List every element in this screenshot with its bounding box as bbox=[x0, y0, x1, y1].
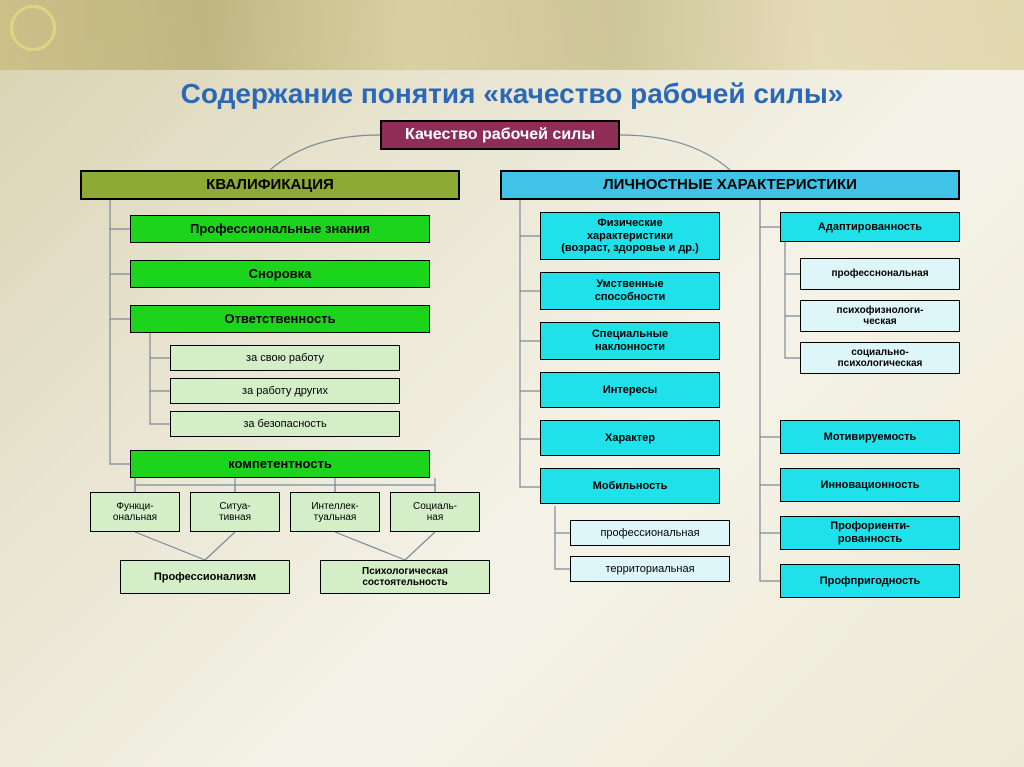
right-col1: Интересы bbox=[540, 372, 720, 408]
phys-char: Физические характеристики (возраст, здор… bbox=[540, 212, 720, 260]
adapt-header: Адаптированность bbox=[780, 212, 960, 242]
mob-sub: территориальная bbox=[570, 556, 730, 582]
mob-sub: профессиональная bbox=[570, 520, 730, 546]
root-node: Качество рабочей силы bbox=[380, 120, 620, 150]
personal-header: ЛИЧНОСТНЫЕ ХАРАКТЕРИСТИКИ bbox=[500, 170, 960, 200]
adapt-sub: професснональная bbox=[800, 258, 960, 290]
comp-sub: Социаль- ная bbox=[390, 492, 480, 532]
right-col1: Умственные способности bbox=[540, 272, 720, 310]
slide-title: Содержание понятия «качество рабочей сил… bbox=[0, 78, 1024, 110]
right-col2: Профориенти- рованность bbox=[780, 516, 960, 550]
competence: компетентность bbox=[130, 450, 430, 478]
left-item: Профессиональные знания bbox=[130, 215, 430, 243]
comp-sub: Ситуа- тивная bbox=[190, 492, 280, 532]
adapt-sub: психофизнологи- ческая bbox=[800, 300, 960, 332]
left-item: Сноровка bbox=[130, 260, 430, 288]
resp-sub: за свою работу bbox=[170, 345, 400, 371]
comp-sub: Функци- ональная bbox=[90, 492, 180, 532]
resp-sub: за работу других bbox=[170, 378, 400, 404]
right-col1: Мобильность bbox=[540, 468, 720, 504]
qualification-header: КВАЛИФИКАЦИЯ bbox=[80, 170, 460, 200]
right-col2: Профпригодность bbox=[780, 564, 960, 598]
resp-sub: за безопасность bbox=[170, 411, 400, 437]
diagram-canvas: Качество рабочей силы КВАЛИФИКАЦИЯ ЛИЧНО… bbox=[60, 120, 984, 757]
adapt-sub: социально- психологическая bbox=[800, 342, 960, 374]
decorative-banner bbox=[0, 0, 1024, 70]
right-col2: Мотивируемость bbox=[780, 420, 960, 454]
right-col1: Специальные наклонности bbox=[540, 322, 720, 360]
left-item: Ответственность bbox=[130, 305, 430, 333]
right-col2: Инновационность bbox=[780, 468, 960, 502]
bottom-left: Профессионализм bbox=[120, 560, 290, 594]
comp-sub: Интеллек- туальная bbox=[290, 492, 380, 532]
right-col1: Характер bbox=[540, 420, 720, 456]
bottom-left: Психологическая состоятельность bbox=[320, 560, 490, 594]
